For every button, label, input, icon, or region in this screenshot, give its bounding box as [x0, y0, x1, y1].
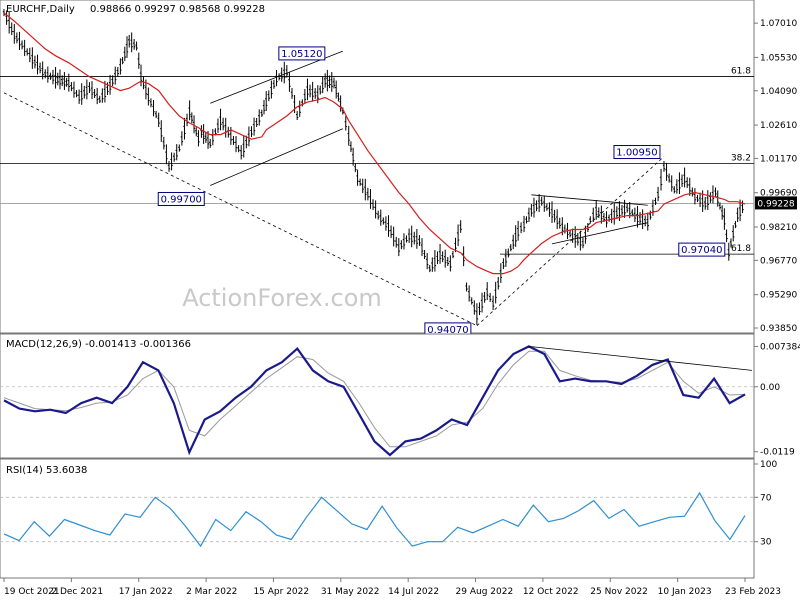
macd-panel: MACD(12,26,9) -0.001413 -0.001366 0.0073…: [0, 333, 800, 459]
fib-low-label: 61.8: [731, 244, 751, 254]
macd-divergence-line: [528, 345, 753, 371]
rsi-header: RSI(14) 53.6038: [6, 465, 87, 476]
price-tick-label: 1.01170: [760, 154, 797, 164]
last-price-tag-text: 0.99228: [757, 199, 794, 209]
macd-tick-label: 0.00: [760, 383, 780, 393]
swing-label-box: [278, 46, 326, 61]
price-tick-label: 1.04090: [760, 87, 797, 97]
time-tick-label: 25 Nov 2022: [590, 587, 648, 597]
macd-signal-line: [3, 350, 746, 448]
time-tick-label: 29 Aug 2022: [456, 587, 514, 597]
time-tick-label: 17 Jan 2022: [119, 587, 173, 597]
triangle-upper-line: [531, 194, 648, 206]
swing-label-box: [613, 145, 661, 160]
symbol-header: EURCHF,Daily: [6, 4, 75, 15]
price-tick-label: 0.95290: [760, 291, 797, 301]
time-tick-label: 10 Jan 2023: [658, 587, 712, 597]
time-tick-label: 2 Mar 2022: [186, 587, 237, 597]
main-price-panel: 61.8 38.2 61.8 1.05120 0.99700 1.00950 0.97040…: [0, 0, 797, 337]
triangle-lower-line: [551, 222, 648, 245]
time-tick-label: 12 Oct 2022: [523, 587, 579, 597]
time-tick-label: 31 May 2022: [321, 587, 380, 597]
macd-line: [3, 345, 746, 457]
fib-high-label: 61.8: [731, 66, 751, 76]
moving-average-line: [3, 12, 746, 275]
long-downtrend-line: [3, 92, 478, 327]
price-tick-label: 1.05530: [760, 53, 797, 63]
channel-lower-line: [210, 128, 343, 186]
rsi-tick-label: 30: [760, 538, 772, 548]
ohlc-header: 0.98866 0.99297 0.98568 0.99228: [90, 4, 265, 15]
swing-label-box: [678, 242, 726, 257]
rsi-tick-label: 100: [760, 460, 777, 470]
time-tick-label: 19 Oct 2021: [4, 587, 60, 597]
price-tick-label: 1.02610: [760, 121, 797, 131]
swing-label-box: [157, 191, 205, 206]
price-tick-label: 1.07010: [760, 19, 797, 29]
price-tick-label: 0.93850: [760, 324, 797, 334]
last-price-tag: [755, 196, 797, 210]
macd-tick-label: 0.007384: [760, 342, 800, 352]
time-tick-label: 14 Jul 2022: [388, 587, 439, 597]
time-tick-label: 15 Apr 2022: [253, 587, 309, 597]
macd-header: MACD(12,26,9) -0.001413 -0.001366: [6, 339, 191, 350]
watermark-text: ActionForex.com: [182, 284, 382, 312]
time-tick-label: 23 Feb 2023: [725, 587, 781, 597]
swing-label: 0.99700: [161, 194, 202, 205]
rsi-panel: RSI(14) 53.6038 100 70 30: [0, 458, 777, 579]
macd-tick-label: -0.0119: [760, 448, 795, 458]
swing-label: 0.97040: [681, 245, 722, 256]
swing-label: 0.94070: [427, 325, 468, 336]
time-tick-label: 2 Dec 2021: [51, 587, 103, 597]
rsi-line: [3, 491, 746, 548]
price-tick-label: 0.96770: [760, 256, 797, 266]
price-tick-label: 0.98210: [760, 223, 797, 233]
price-tick-label: 0.99690: [760, 189, 797, 199]
swing-label: 1.05120: [281, 49, 322, 60]
swing-label: 1.00950: [616, 148, 657, 159]
rsi-tick-label: 70: [760, 493, 772, 503]
fib-mid-label: 38.2: [731, 154, 751, 164]
rising-support-line: [476, 156, 665, 326]
